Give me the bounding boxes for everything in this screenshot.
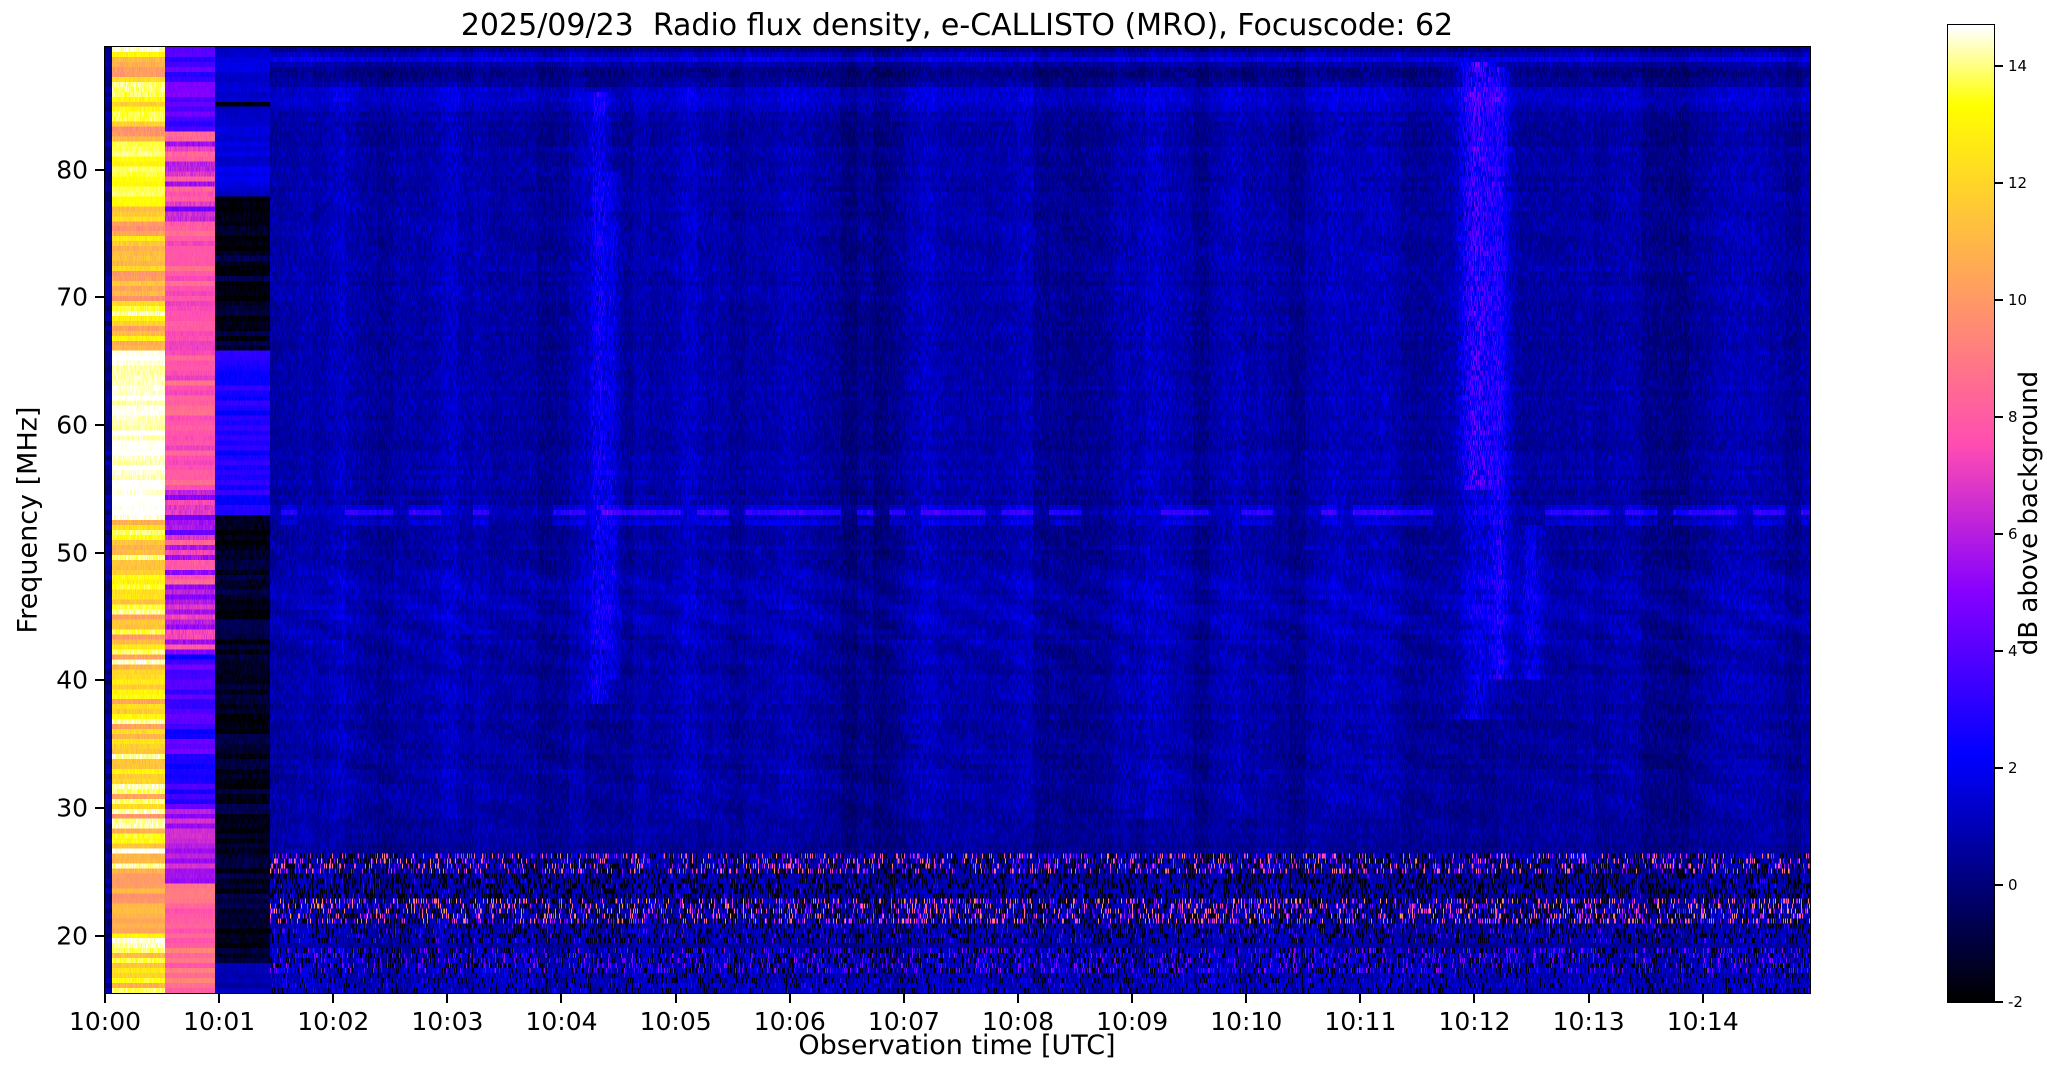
y-tick-label: 20 [56, 921, 88, 951]
x-tick-mark [560, 994, 563, 1003]
y-axis-label: Frequency [MHz] [12, 406, 44, 634]
colorbar-tick-mark [1995, 766, 2003, 769]
x-tick-label: 10:03 [411, 1007, 484, 1036]
x-tick-mark [332, 994, 335, 1003]
colorbar-label: dB above background [2014, 370, 2044, 656]
x-tick-mark [1131, 994, 1134, 1003]
x-tick-mark [104, 994, 106, 1003]
y-tick-mark [95, 296, 104, 299]
x-tick-mark [788, 994, 791, 1003]
chart-title: 2025/09/23 Radio flux density, e-CALLIST… [460, 8, 1454, 43]
colorbar-tick-mark [1995, 532, 2003, 535]
x-tick-mark [1016, 994, 1019, 1003]
x-tick-label: 10:01 [183, 1007, 256, 1036]
x-tick-label: 10:14 [1666, 1007, 1739, 1036]
colorbar-tick-label: 12 [2008, 173, 2028, 192]
y-tick-mark [95, 934, 104, 937]
y-tick-label: 40 [56, 665, 88, 695]
y-tick-mark [95, 806, 104, 809]
x-tick-mark [1473, 994, 1476, 1003]
colorbar-tick-mark [1995, 181, 2003, 184]
x-tick-label: 10:02 [297, 1007, 370, 1036]
x-tick-mark [1587, 994, 1590, 1003]
x-tick-mark [1245, 994, 1248, 1003]
spectrogram-canvas [105, 47, 1810, 993]
colorbar-tick-mark [1995, 298, 2003, 301]
x-tick-mark [902, 994, 905, 1003]
x-tick-label: 10:05 [639, 1007, 712, 1036]
colorbar-tick-label: 10 [2008, 290, 2028, 309]
colorbar-tick-mark [1995, 649, 2003, 652]
colorbar-tick-label: -2 [2008, 993, 2023, 1011]
x-tick-mark [446, 994, 449, 1003]
y-tick-label: 70 [56, 282, 88, 312]
y-tick-mark [95, 551, 104, 554]
x-tick-label: 10:10 [1210, 1007, 1283, 1036]
x-tick-mark [218, 994, 221, 1003]
x-tick-label: 10:12 [1438, 1007, 1511, 1036]
colorbar-tick-label: 2 [2008, 758, 2018, 777]
colorbar-tick-label: 14 [2008, 56, 2028, 75]
y-tick-mark [95, 423, 104, 426]
colorbar-tick-mark [1995, 883, 2003, 886]
x-tick-mark [1359, 994, 1362, 1003]
colorbar-tick-mark [1995, 415, 2003, 418]
y-tick-mark [95, 679, 104, 682]
colorbar-tick-mark [1995, 64, 2003, 67]
y-tick-label: 80 [56, 155, 88, 185]
colorbar-tick-mark [1995, 1001, 2003, 1003]
x-tick-label: 10:11 [1324, 1007, 1397, 1036]
colorbar-canvas [1948, 25, 1994, 1002]
x-tick-label: 10:00 [68, 1007, 142, 1036]
x-axis-label: Observation time [UTC] [798, 1030, 1116, 1061]
y-tick-mark [95, 168, 104, 171]
colorbar-tick-label: 0 [2008, 875, 2018, 894]
x-tick-label: 10:13 [1552, 1007, 1625, 1036]
x-tick-mark [1701, 994, 1704, 1003]
x-tick-mark [674, 994, 677, 1003]
x-tick-label: 10:04 [525, 1007, 598, 1036]
y-tick-label: 30 [56, 793, 88, 823]
